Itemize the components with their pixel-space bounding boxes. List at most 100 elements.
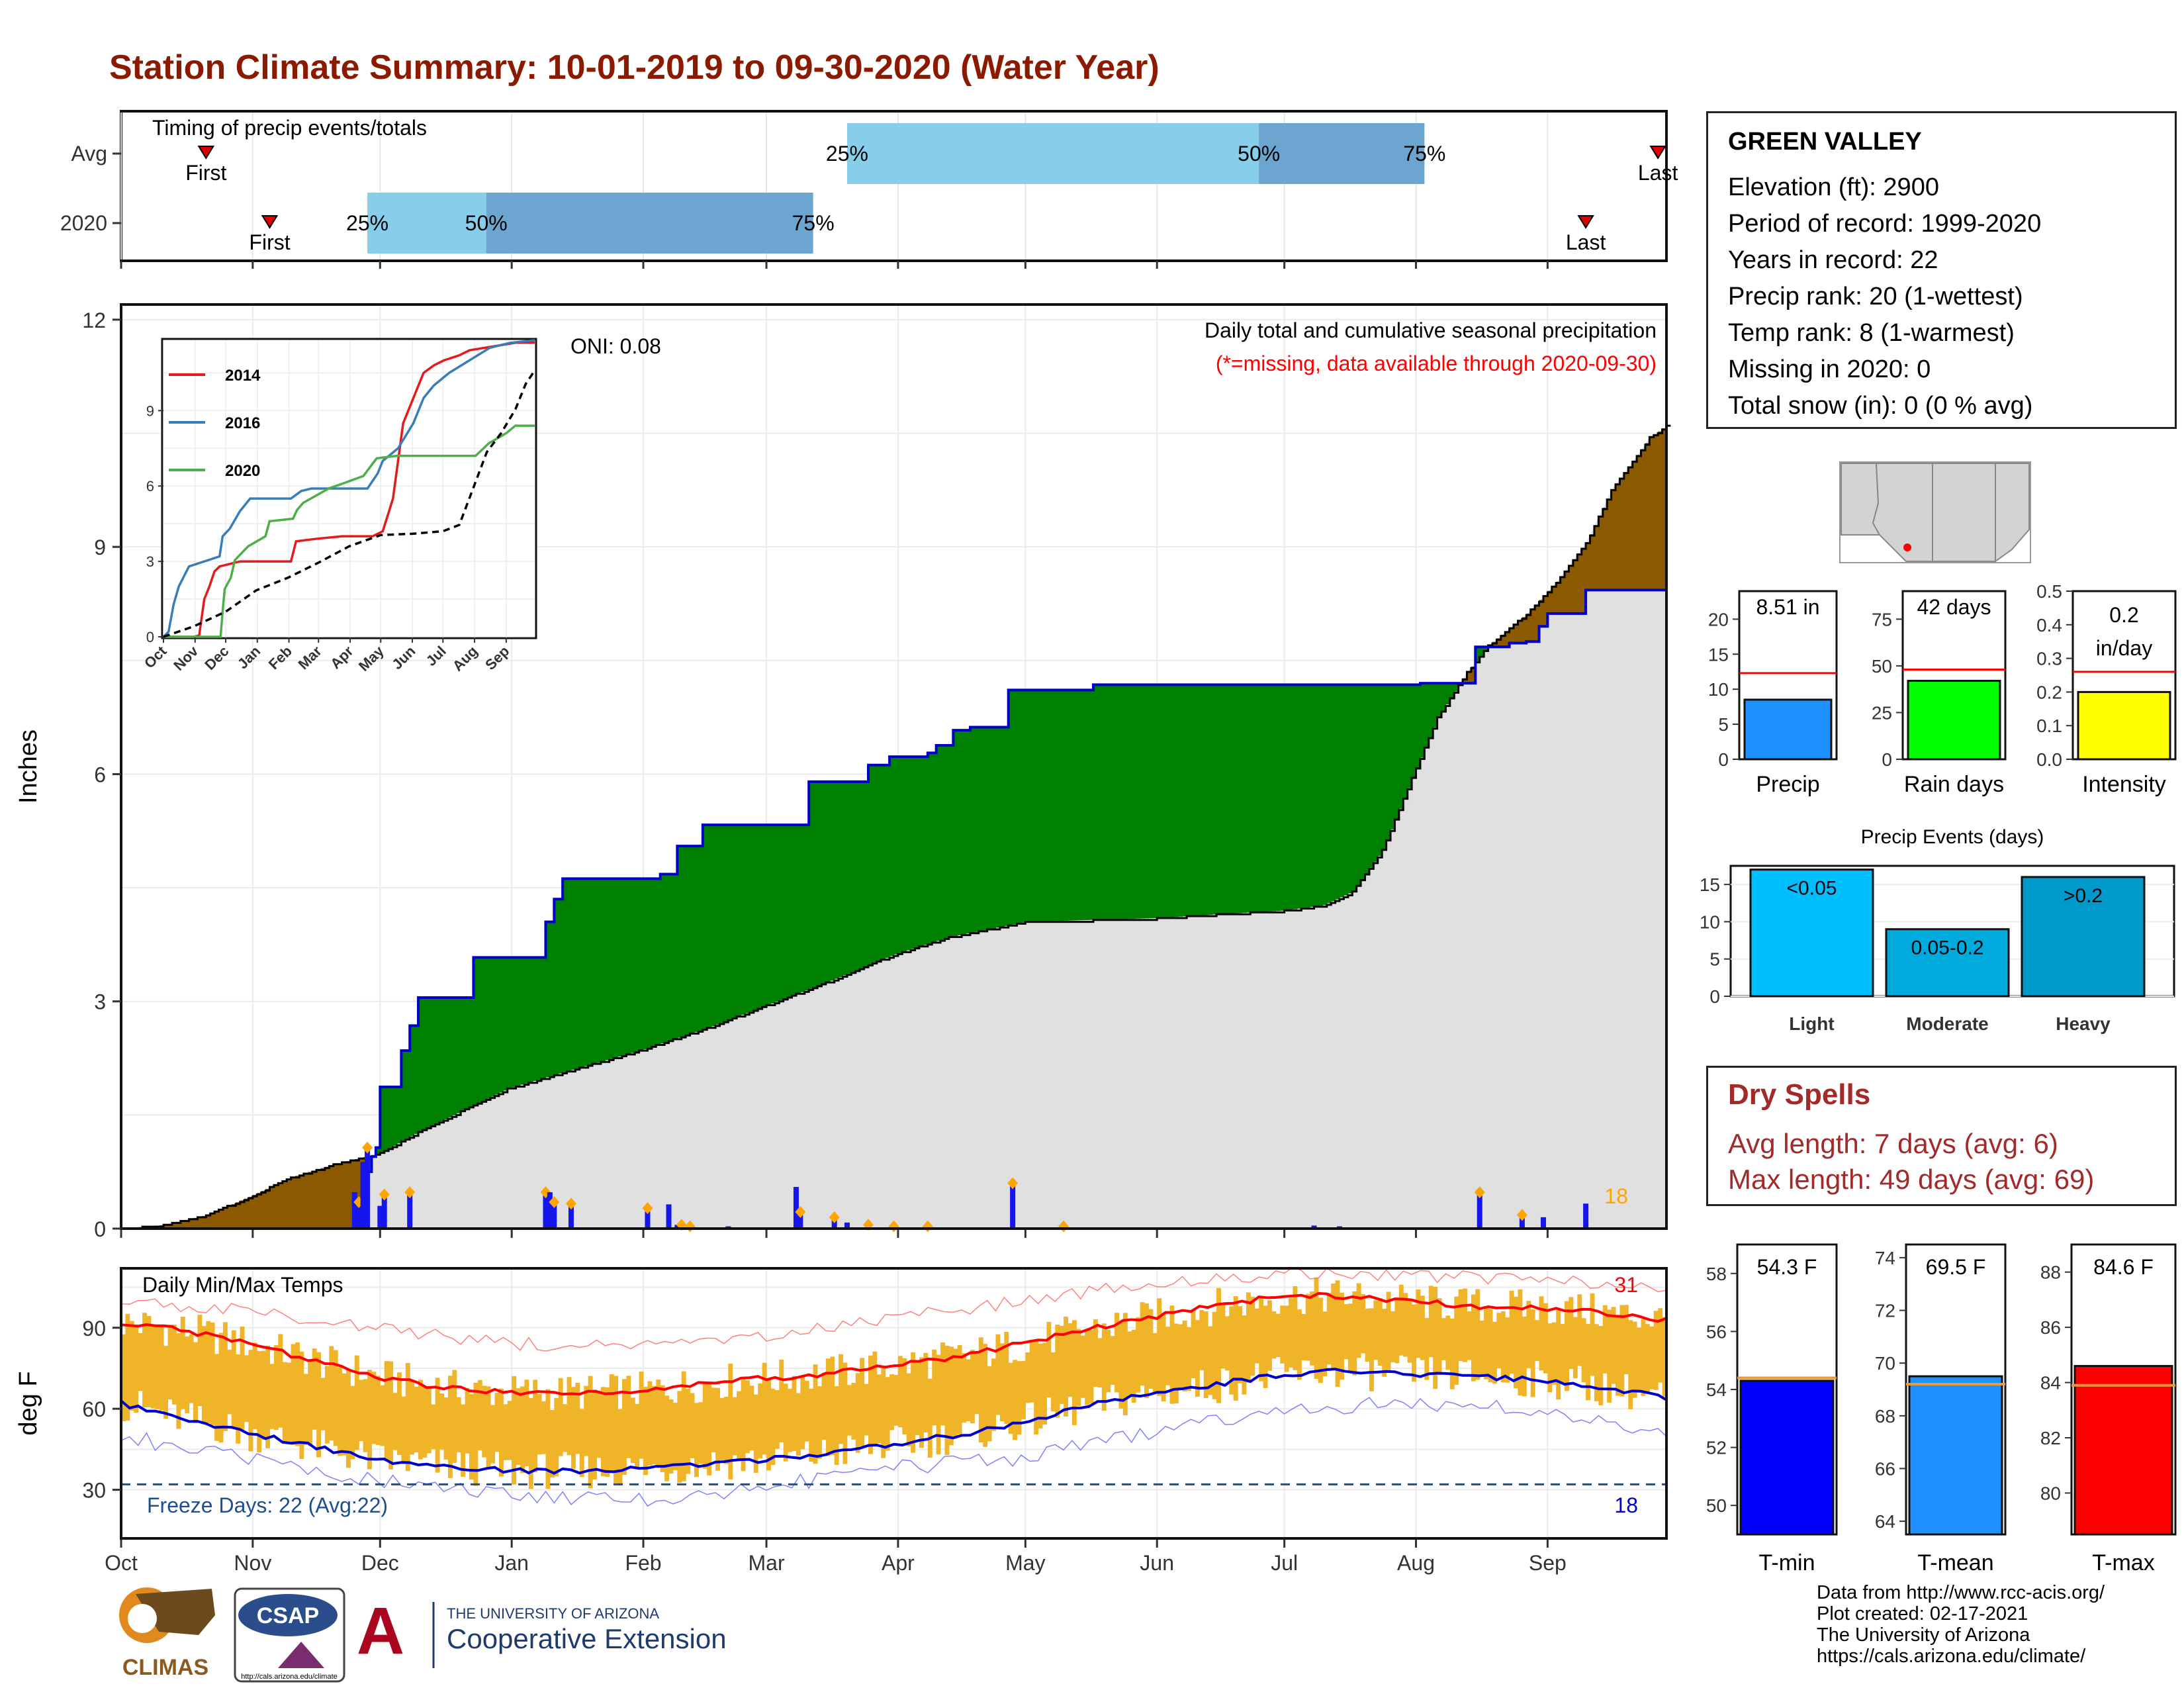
ua-letter: A (357, 1594, 404, 1668)
daily-temp-range-bar (614, 1376, 619, 1483)
below-average-fill (1577, 554, 1582, 614)
above-average-fill (1361, 684, 1366, 880)
above-average-fill (477, 957, 482, 1103)
daily-temp-range-bar (1131, 1329, 1136, 1403)
daily-temp-range-bar (715, 1387, 720, 1471)
above-average-fill (1140, 684, 1145, 919)
daily-temp-range-bar (176, 1333, 181, 1429)
above-average-fill (1064, 690, 1069, 921)
station-name: GREEN VALLEY (1728, 128, 1922, 156)
above-average-fill (1191, 684, 1196, 916)
below-average-fill (1649, 437, 1655, 590)
daily-temp-range-bar (155, 1325, 160, 1409)
daily-temp-range-bar (970, 1349, 975, 1424)
daily-precip-bar (407, 1192, 413, 1229)
daily-temp-range-bar (1412, 1304, 1417, 1382)
daily-temp-range-bar (222, 1322, 228, 1431)
daily-temp-range-bar (983, 1344, 988, 1447)
above-average-fill (737, 825, 742, 1017)
daily-temp-range-bar (1382, 1308, 1387, 1377)
timing-row-label: 2020 (60, 211, 107, 235)
daily-temp-range-bar (567, 1377, 572, 1456)
below-average-fill (273, 1185, 279, 1229)
daily-temp-range-bar (121, 1334, 126, 1422)
daily-temp-range-bar (1343, 1304, 1349, 1360)
temp-summary-ytick-label: 70 (1875, 1353, 1895, 1374)
inset-line-2016 (162, 339, 535, 638)
above-average-fill (512, 957, 517, 1088)
daily-temp-range-bar (1093, 1319, 1098, 1387)
above-average-fill (1259, 684, 1264, 912)
below-average-fill (1607, 498, 1612, 590)
daily-temp-range-bar (1454, 1296, 1459, 1385)
below-average-fill (1569, 565, 1574, 614)
below-average-fill (1641, 449, 1646, 590)
timing-pct-label: 50% (465, 211, 508, 235)
daily-temp-range-bar (753, 1394, 758, 1473)
daily-temp-range-bar (1322, 1311, 1328, 1376)
above-average-fill (1199, 684, 1205, 915)
temp-summary-ytick-label: 72 (1875, 1301, 1895, 1321)
daily-temp-range-bar (473, 1382, 478, 1486)
above-average-fill (1093, 684, 1099, 920)
month-tick-label: Dec (361, 1551, 399, 1575)
daily-temp-range-bar (783, 1383, 788, 1462)
daily-temp-range-bar (465, 1387, 470, 1454)
summary-ytick-label: 75 (1872, 609, 1892, 630)
events-bar (1749, 868, 1874, 998)
below-average-fill (1586, 543, 1591, 590)
ua-logo: A THE UNIVERSITY OF ARIZONA Cooperative … (357, 1594, 727, 1668)
daily-temp-range-bar (1441, 1318, 1446, 1360)
daily-temp-range-bar (1161, 1313, 1166, 1402)
average-cumulative-line (121, 424, 1671, 1230)
daily-temp-range-bar (1331, 1283, 1336, 1370)
summary-ytick-label: 0.2 (2036, 682, 2062, 702)
daily-temp-range-bar (1386, 1291, 1391, 1372)
temp-summary-ytick-label: 66 (1875, 1458, 1895, 1479)
daily-temp-range-bar (1598, 1326, 1604, 1406)
above-average-fill (621, 878, 627, 1056)
above-average-fill (796, 825, 801, 994)
above-average-fill (401, 1051, 406, 1141)
above-average-fill (1479, 647, 1484, 656)
precip-panel: 0 3 6 9 12 Inches Daily total and cumulative… (15, 303, 1671, 1241)
above-average-fill (897, 757, 903, 953)
daily-temp-range-bar (1089, 1330, 1094, 1404)
below-average-fill (1518, 620, 1523, 643)
below-average-fill (167, 1223, 173, 1229)
below-average-fill (193, 1217, 199, 1229)
daily-precip-bar (1311, 1225, 1317, 1229)
temp-ylabel: deg F (15, 1371, 42, 1435)
daily-temp-range-bar (1577, 1294, 1582, 1366)
below-average-fill (1615, 484, 1621, 590)
first-marker (197, 146, 215, 160)
timing-bar-25-50 (846, 123, 1259, 184)
above-average-fill (1136, 684, 1141, 919)
below-average-fill (1598, 516, 1604, 590)
above-average-fill (774, 825, 780, 1002)
above-average-fill (1071, 690, 1077, 921)
daily-temp-range-bar (1289, 1297, 1293, 1368)
daily-temp-range-bar (672, 1403, 678, 1470)
daily-temp-range-bar (341, 1373, 347, 1456)
summary-ytick-label: 0 (1882, 749, 1892, 770)
above-average-fill (911, 757, 916, 949)
daily-temp-range-bar (282, 1362, 287, 1442)
daily-temp-range-bar (1496, 1313, 1502, 1368)
oni-label: ONI: 0.08 (570, 334, 661, 358)
daily-temp-range-bar (1416, 1289, 1421, 1358)
daily-temp-range-bar (1373, 1300, 1379, 1360)
last-marker-label: Last (1566, 230, 1606, 254)
above-average-fill (1335, 684, 1340, 900)
below-average-fill (236, 1202, 241, 1229)
daily-temp-range-bar (621, 1379, 627, 1475)
daily-temp-range-bar (431, 1404, 436, 1450)
daily-temp-range-bar (1326, 1292, 1332, 1365)
below-average-fill (1505, 631, 1510, 647)
above-average-fill (1403, 684, 1408, 799)
daily-temp-range-bar (1645, 1324, 1650, 1393)
above-average-fill (792, 825, 797, 996)
above-average-fill (1382, 684, 1387, 850)
above-average-fill (1424, 683, 1430, 748)
below-average-fill (312, 1170, 317, 1229)
